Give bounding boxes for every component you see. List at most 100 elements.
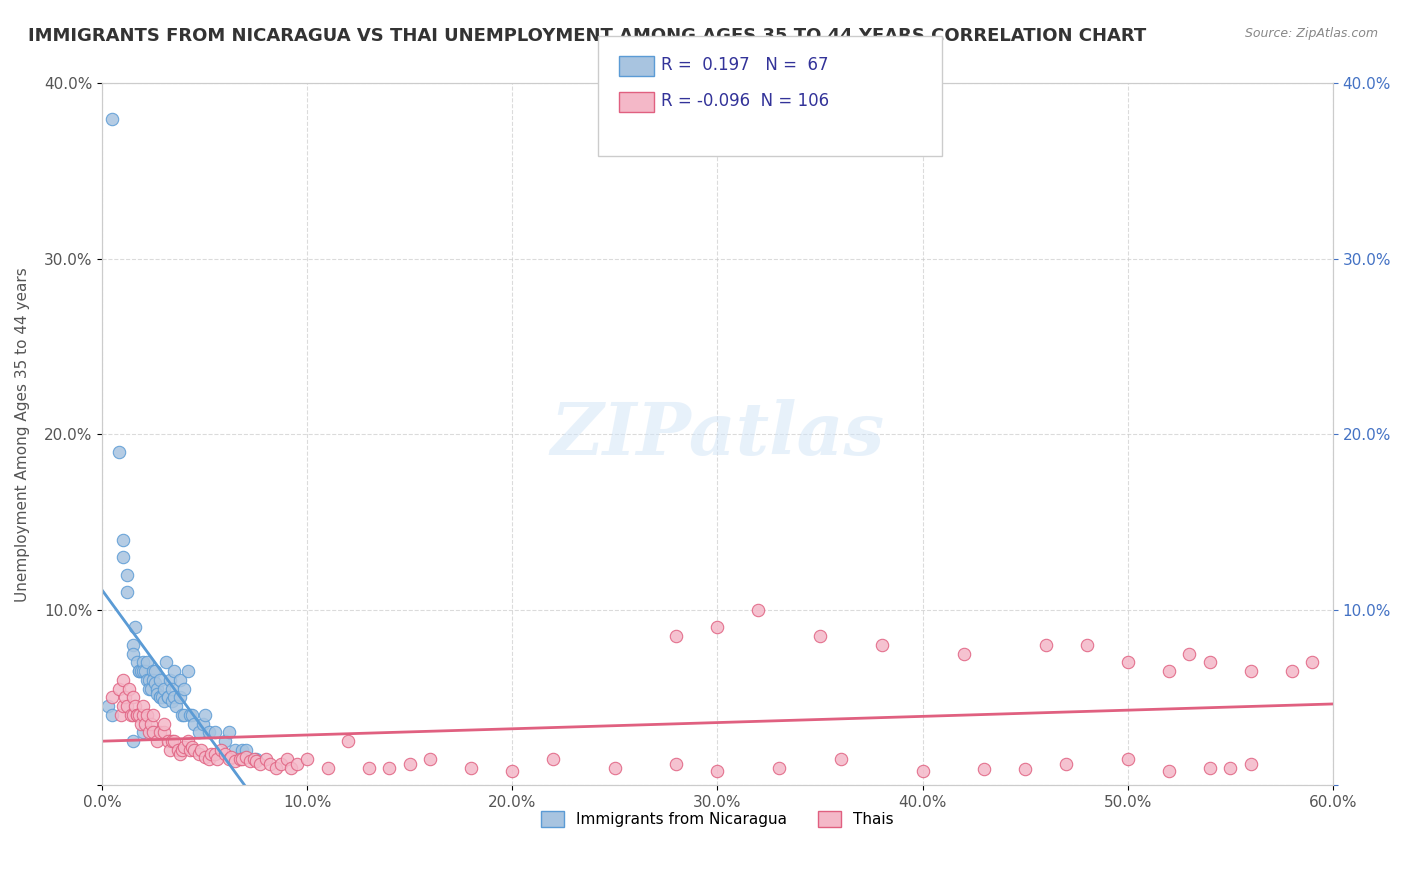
Text: IMMIGRANTS FROM NICARAGUA VS THAI UNEMPLOYMENT AMONG AGES 35 TO 44 YEARS CORRELA: IMMIGRANTS FROM NICARAGUA VS THAI UNEMPL… (28, 27, 1146, 45)
Point (419, 752, 441, 766)
Point (1157, 764, 1180, 778)
Point (378, 760, 401, 774)
Point (134, 664, 156, 678)
Point (125, 707, 148, 722)
Point (160, 681, 183, 696)
Point (177, 734, 200, 748)
Point (145, 664, 167, 678)
Point (169, 673, 191, 687)
Point (191, 716, 214, 731)
Point (221, 750, 243, 764)
Point (183, 716, 205, 731)
Point (1178, 647, 1201, 661)
Point (122, 734, 145, 748)
Point (172, 743, 194, 757)
Point (122, 690, 145, 705)
Point (239, 754, 262, 768)
Point (114, 690, 136, 705)
Point (270, 757, 292, 772)
Point (183, 743, 205, 757)
Point (173, 739, 195, 754)
Point (337, 734, 360, 748)
Point (1054, 757, 1077, 772)
Point (911, 764, 934, 778)
Point (245, 752, 267, 766)
Point (228, 752, 250, 766)
Point (254, 752, 277, 766)
Point (136, 707, 159, 722)
Point (138, 681, 160, 696)
Point (768, 760, 790, 774)
Point (132, 707, 155, 722)
Point (231, 743, 253, 757)
Point (129, 716, 152, 731)
Point (194, 750, 217, 764)
Point (1198, 760, 1220, 774)
Point (167, 743, 190, 757)
Point (209, 743, 232, 757)
Point (107, 681, 129, 696)
Point (179, 743, 201, 757)
Point (148, 725, 170, 739)
Point (115, 567, 138, 582)
Point (276, 752, 298, 766)
Point (218, 725, 240, 739)
Point (1014, 762, 1036, 776)
Point (163, 734, 186, 748)
Point (197, 752, 219, 766)
Point (1157, 664, 1180, 678)
Point (1116, 752, 1139, 766)
Point (179, 707, 201, 722)
Point (146, 734, 169, 748)
Point (1281, 664, 1303, 678)
Point (249, 757, 271, 772)
Point (204, 725, 226, 739)
Point (142, 664, 165, 678)
Point (134, 716, 156, 731)
Point (146, 687, 169, 701)
Point (973, 762, 995, 776)
Point (129, 664, 152, 678)
Point (152, 694, 174, 708)
Point (136, 673, 159, 687)
Point (111, 699, 134, 714)
Point (101, 690, 124, 705)
Point (1240, 664, 1263, 678)
Point (235, 750, 257, 764)
Point (136, 655, 159, 669)
Point (128, 664, 150, 678)
Point (830, 752, 852, 766)
Point (224, 754, 246, 768)
Point (163, 690, 186, 705)
Text: R =  0.197   N =  67: R = 0.197 N = 67 (661, 56, 828, 74)
Point (118, 681, 141, 696)
Point (138, 673, 160, 687)
Point (460, 760, 482, 774)
Point (187, 747, 209, 761)
Point (665, 629, 688, 643)
Point (245, 754, 267, 768)
Point (160, 694, 183, 708)
Point (808, 629, 831, 643)
Point (706, 764, 728, 778)
Point (148, 690, 170, 705)
Point (159, 673, 181, 687)
Point (1240, 757, 1263, 772)
Point (148, 673, 170, 687)
Point (543, 752, 565, 766)
Point (141, 716, 163, 731)
Legend: Immigrants from Nicaragua, Thais: Immigrants from Nicaragua, Thais (536, 805, 900, 834)
Point (125, 655, 148, 669)
Point (132, 664, 155, 678)
Point (603, 760, 626, 774)
Point (187, 725, 209, 739)
Point (200, 747, 222, 761)
Point (97, 699, 120, 714)
Point (665, 757, 688, 772)
Point (280, 760, 302, 774)
Point (190, 743, 212, 757)
Point (156, 690, 179, 705)
Text: R = -0.096  N = 106: R = -0.096 N = 106 (661, 92, 830, 110)
Point (142, 707, 165, 722)
Point (218, 752, 240, 766)
